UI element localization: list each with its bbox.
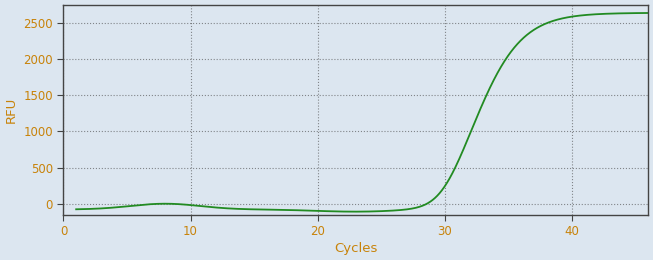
X-axis label: Cycles: Cycles bbox=[334, 242, 377, 255]
Y-axis label: RFU: RFU bbox=[5, 96, 18, 123]
